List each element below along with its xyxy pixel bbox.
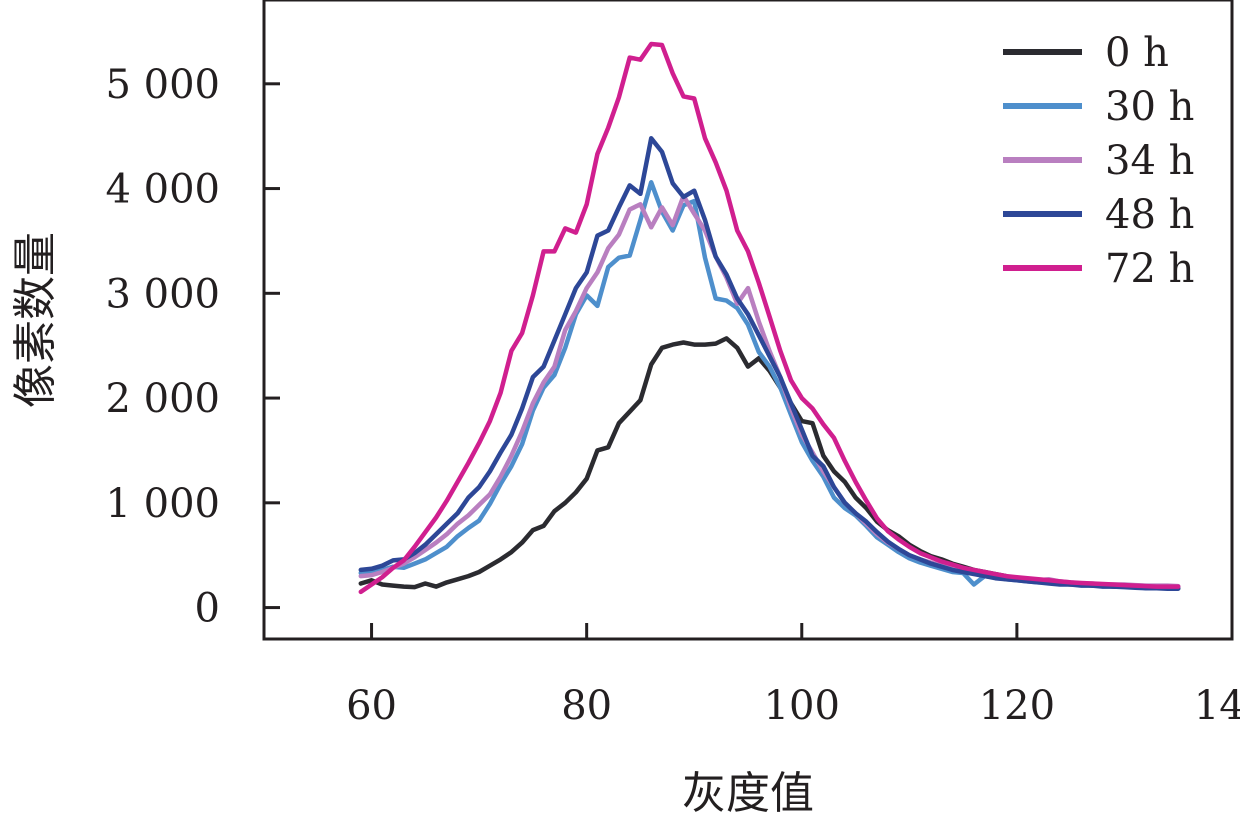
x-tick-label: 120 — [979, 683, 1055, 729]
series-line-1 — [358, 180, 1181, 590]
y-tick-label: 2 000 — [105, 376, 220, 422]
series-line-0 — [358, 336, 1181, 591]
y-axis: 0 1 000 2 000 3 000 4 000 5 000 — [105, 62, 280, 632]
x-tick-label: 80 — [561, 683, 612, 729]
x-axis: 60 80 100 120 140 — [346, 623, 1240, 729]
plot-frame — [262, 0, 1234, 641]
x-tick-label: 100 — [764, 683, 840, 729]
legend-label: 48 h — [1105, 192, 1194, 238]
y-tick-label: 0 — [195, 586, 220, 632]
legend-label: 30 h — [1105, 84, 1194, 130]
y-axis-title: 像素数量 — [10, 232, 61, 408]
legend: 0 h 30 h 34 h 48 h 72 h — [1003, 30, 1194, 292]
series-line-4 — [358, 41, 1181, 595]
x-axis-title: 灰度值 — [682, 768, 814, 817]
y-tick-label: 4 000 — [105, 167, 220, 213]
series-line-3 — [358, 136, 1181, 591]
series-lines — [358, 41, 1181, 595]
x-tick-label: 140 — [1194, 683, 1240, 729]
y-tick-label: 5 000 — [105, 62, 220, 108]
legend-label: 72 h — [1105, 246, 1194, 292]
x-tick-label: 60 — [346, 683, 397, 729]
series-line-2 — [358, 193, 1181, 589]
y-tick-label: 1 000 — [105, 481, 220, 527]
legend-label: 0 h — [1105, 30, 1169, 76]
legend-label: 34 h — [1105, 138, 1194, 184]
y-tick-label: 3 000 — [105, 271, 220, 317]
